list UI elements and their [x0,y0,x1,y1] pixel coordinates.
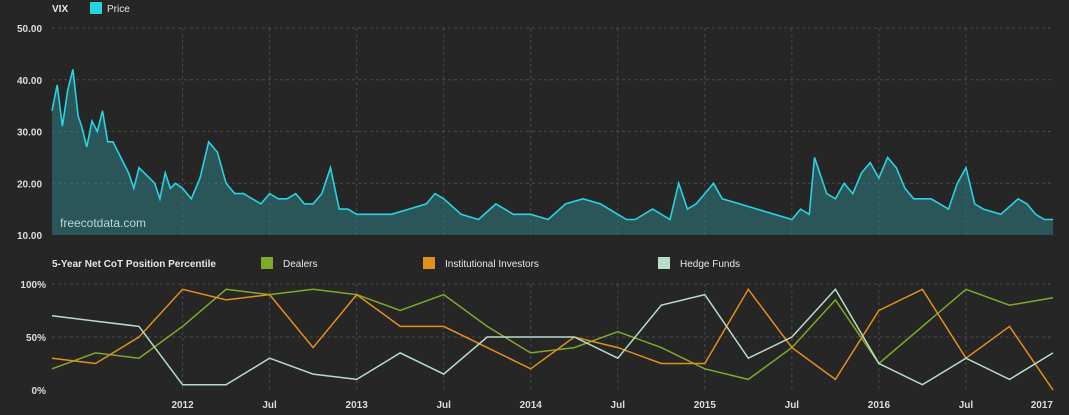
vix-price-area [52,69,1053,236]
x-tick-label: 2012 [171,400,194,411]
institutional-legend-label[interactable]: Institutional Investors [445,259,539,270]
cot-y-tick-label: 100% [20,280,46,291]
x-tick-label: Jul [436,400,451,411]
hedge-funds-line [51,288,1054,386]
dealers-legend-label[interactable]: Dealers [283,259,317,270]
x-tick-label: 2015 [694,400,717,411]
x-tick-label: Jul [611,400,626,411]
vix-y-tick-label: 10.00 [17,231,42,242]
cot-y-tick-label: 0% [32,386,47,397]
cot-y-axis: 100% 50% 0% [20,280,46,397]
hedge-funds-legend-swatch[interactable] [658,257,670,269]
vix-y-axis: 50.00 40.00 30.00 20.00 10.00 [17,24,42,242]
vix-chart-title: VIX [52,4,68,15]
x-tick-label: Jul [262,400,277,411]
institutional-legend-swatch[interactable] [423,257,435,269]
vix-y-tick-label: 30.00 [17,128,42,139]
x-tick-label: Jul [785,400,800,411]
vix-y-tick-label: 50.00 [17,24,42,35]
watermark: freecotdata.com [60,216,146,230]
cot-y-tick-label: 50% [26,333,46,344]
x-tick-label: 2016 [868,400,891,411]
x-axis: 2012 Jul 2013 Jul 2014 Jul 2015 Jul 2016 Jul 2017 [171,400,1053,411]
dealers-legend-swatch[interactable] [261,257,273,269]
price-legend-label[interactable]: Price [107,4,130,15]
vix-price-line [51,69,1053,221]
institutional-investors-line [51,287,1054,391]
x-tick-label: 2013 [346,400,369,411]
vix-y-tick-label: 20.00 [17,179,42,190]
price-legend-swatch[interactable] [90,2,102,14]
cot-series-lines [51,287,1054,391]
vix-y-tick-label: 40.00 [17,76,42,87]
x-tick-label: Jul [959,400,974,411]
cot-chart-title: 5-Year Net CoT Position Percentile [52,259,216,270]
dealers-line [51,288,1054,381]
x-tick-label: 2017 [1031,400,1054,411]
x-tick-label: 2014 [520,400,543,411]
hedge-funds-legend-label[interactable]: Hedge Funds [680,259,740,270]
